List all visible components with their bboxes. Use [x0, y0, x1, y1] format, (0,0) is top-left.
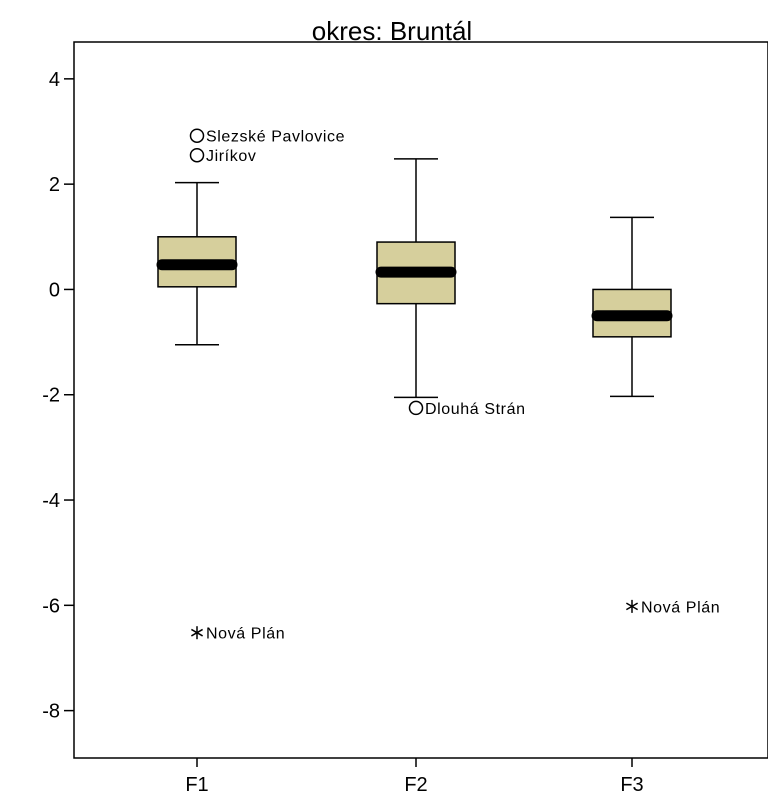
outlier-circle-marker — [189, 147, 205, 163]
extreme-star-marker — [625, 599, 639, 613]
box-F1 — [156, 181, 238, 346]
y-tick-label: 4 — [49, 69, 60, 91]
outlier-circle-marker — [408, 400, 424, 416]
boxes — [156, 158, 673, 399]
outlier-point: Dlouhá Strán — [408, 400, 526, 418]
y-axis: 4 2 0 -2 -4 -6 -8 — [42, 69, 74, 723]
y-tick-label: -6 — [42, 595, 60, 617]
outlier-point: Nová Plán — [190, 626, 285, 643]
x-tick-label: F1 — [185, 774, 208, 796]
x-tick-label: F3 — [620, 774, 643, 796]
plot-frame — [73, 41, 768, 759]
outlier-point: Slezské Pavlovice — [189, 128, 345, 146]
x-axis: F1 F2 F3 — [185, 758, 644, 796]
outlier-circle-marker — [189, 128, 205, 143]
y-tick-label: 0 — [49, 279, 60, 301]
y-tick-label: -4 — [42, 490, 60, 512]
outlier-point: Nová Plán — [625, 599, 720, 616]
outliers: Slezské Pavlovice Jiríkov Nová Plán Dlouhá … — [189, 128, 720, 643]
x-tick-label: F2 — [404, 774, 427, 796]
box-F3 — [591, 216, 673, 398]
outlier-label: Jiríkov — [206, 148, 256, 165]
box-F2 — [375, 158, 457, 399]
outlier-point: Jiríkov — [189, 147, 256, 165]
outlier-label: Slezské Pavlovice — [206, 129, 345, 146]
y-tick-label: 2 — [49, 174, 60, 196]
extreme-star-marker — [190, 626, 204, 640]
outlier-label: Dlouhá Strán — [425, 401, 526, 418]
y-tick-label: -2 — [42, 385, 60, 407]
outlier-label: Nová Plán — [641, 599, 720, 616]
y-tick-label: -8 — [42, 701, 60, 723]
outlier-label: Nová Plán — [206, 626, 285, 643]
chart-title: okres: Bruntál — [312, 16, 472, 46]
